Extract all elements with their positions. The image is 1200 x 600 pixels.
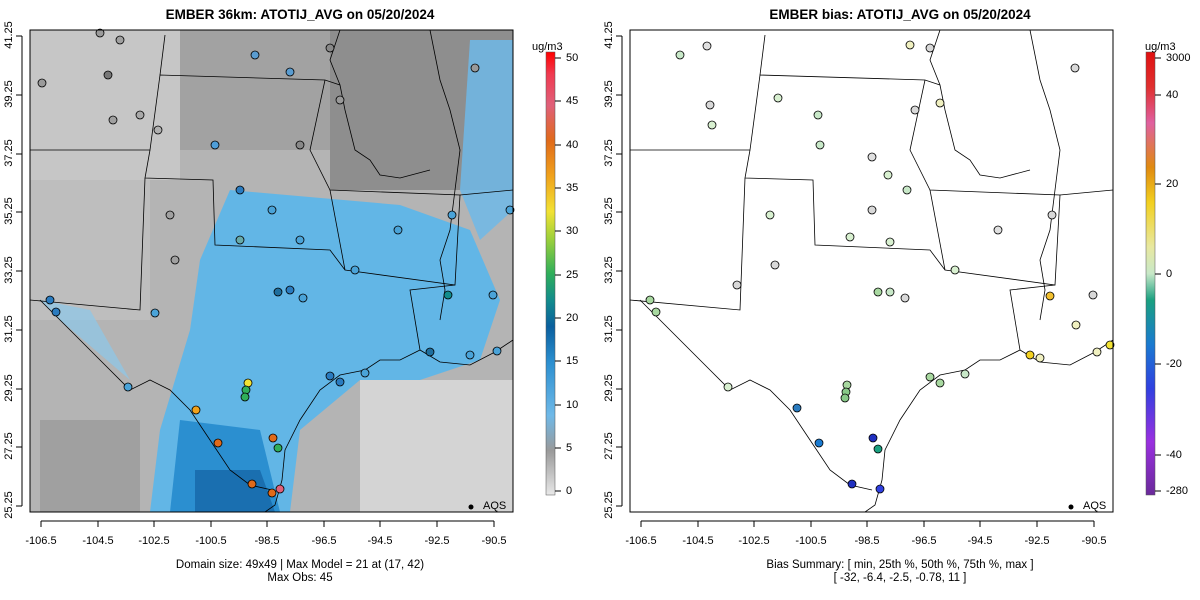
bias-map [616, 29, 1161, 527]
model-caption-line1: Domain size: 49x49 | Max Model = 21 at (… [175, 559, 425, 571]
y-tick-label: 25.25 [603, 491, 615, 519]
y-tick-label: 25.25 [3, 491, 15, 519]
colorbar-tick: 5 [566, 442, 573, 454]
model-y-ticks [16, 35, 23, 507]
x-tick-label: -98.5 [854, 535, 880, 547]
y-tick-label: 33.25 [603, 256, 615, 284]
y-tick-label: 41.25 [603, 21, 615, 49]
bias-plot-frame [629, 29, 1114, 513]
bias-caption-line2: [ -32, -6.4, -2.5, -0.78, 11 ] [833, 572, 967, 584]
x-tick-label: -90.5 [481, 535, 507, 547]
aqs-legend-marker [468, 504, 474, 510]
y-tick-label: 27.25 [3, 432, 15, 460]
y-tick-label: 39.25 [603, 80, 615, 108]
y-tick-label: 37.25 [603, 139, 615, 167]
colorbar-tick: 40 [566, 139, 579, 151]
aqs-bias-points [645, 40, 1115, 494]
model-panel-title: EMBER 36km: ATOTIJ_AVG on 05/20/2024 [165, 7, 435, 22]
bias-colorbar-ticks [1155, 57, 1161, 492]
colorbar-tick: 40 [1166, 89, 1179, 101]
model-panel: EMBER 36km: ATOTIJ_AVG on 05/20/2024 [3, 7, 579, 584]
model-caption-line2: Max Obs: 45 [267, 572, 333, 584]
x-tick-label: -96.5 [911, 535, 937, 547]
y-tick-label: 31.25 [603, 315, 615, 343]
aqs-observation-points [37, 28, 515, 498]
y-tick-label: 41.25 [3, 21, 15, 49]
x-tick-label: -106.5 [625, 535, 657, 547]
aqs-legend-marker [1068, 504, 1074, 510]
y-tick-label: 29.25 [3, 374, 15, 402]
x-tick-label: -94.5 [967, 535, 993, 547]
colorbar-tick: 20 [1166, 178, 1179, 190]
bias-panel: EMBER bias: ATOTIJ_AVG on 05/20/2024 [600, 0, 1200, 600]
y-tick-label: 35.25 [603, 197, 615, 225]
bias-caption-line1: Bias Summary: [ min, 25th %, 50th %, 75t… [766, 559, 1034, 571]
x-tick-label: -104.5 [82, 535, 114, 547]
model-field [30, 30, 513, 512]
model-plot-frame [29, 29, 514, 513]
y-tick-label: 33.25 [3, 256, 15, 284]
colorbar-tick: -40 [1166, 449, 1182, 461]
x-tick-label: -96.5 [311, 535, 337, 547]
colorbar-tick: 50 [566, 52, 579, 64]
model-colorbar [545, 51, 556, 496]
colorbar-tick: 35 [566, 182, 579, 194]
x-tick-label: -92.5 [1024, 535, 1050, 547]
x-tick-label: -106.5 [25, 535, 57, 547]
x-tick-label: -102.5 [738, 535, 770, 547]
x-tick-label: -104.5 [682, 535, 714, 547]
y-tick-label: 39.25 [3, 80, 15, 108]
x-tick-label: -100.5 [195, 535, 227, 547]
bias-colorbar-unit: ug/m3 [1145, 41, 1176, 53]
colorbar-tick: 15 [566, 355, 579, 367]
colorbar-tick: -20 [1166, 358, 1182, 370]
aqs-legend-label: AQS [483, 500, 507, 512]
y-tick-label: 35.25 [3, 197, 15, 225]
colorbar-tick: 0 [566, 485, 573, 497]
model-map [16, 28, 561, 527]
colorbar-tick: 25 [566, 269, 579, 281]
y-tick-label: 29.25 [603, 374, 615, 402]
colorbar-tick: 30 [566, 225, 579, 237]
model-colorbar-ticks [555, 57, 561, 492]
state-boundaries [30, 30, 513, 512]
colorbar-tick: 45 [566, 95, 579, 107]
y-tick-label: 37.25 [3, 139, 15, 167]
aqs-legend-label: AQS [1083, 500, 1107, 512]
bias-panel-title: EMBER bias: ATOTIJ_AVG on 05/20/2024 [769, 7, 1031, 22]
y-tick-label: 31.25 [3, 315, 15, 343]
colorbar-tick: 20 [566, 312, 579, 324]
y-tick-label: 27.25 [603, 432, 615, 460]
colorbar-tick: 0 [1166, 268, 1173, 280]
model-x-ticks [40, 520, 495, 527]
x-tick-label: -92.5 [424, 535, 450, 547]
colorbar-tick: 3000 [1166, 52, 1191, 64]
x-tick-label: -100.5 [795, 535, 827, 547]
model-colorbar-unit: ug/m3 [532, 41, 563, 53]
x-tick-label: -90.5 [1081, 535, 1107, 547]
x-tick-label: -94.5 [367, 535, 393, 547]
x-tick-label: -98.5 [254, 535, 280, 547]
x-tick-label: -102.5 [138, 535, 170, 547]
bias-colorbar [1145, 51, 1156, 496]
bias-y-ticks [616, 35, 623, 507]
bias-x-ticks [640, 520, 1095, 527]
colorbar-tick: -280 [1166, 485, 1189, 497]
colorbar-tick: 10 [566, 399, 579, 411]
